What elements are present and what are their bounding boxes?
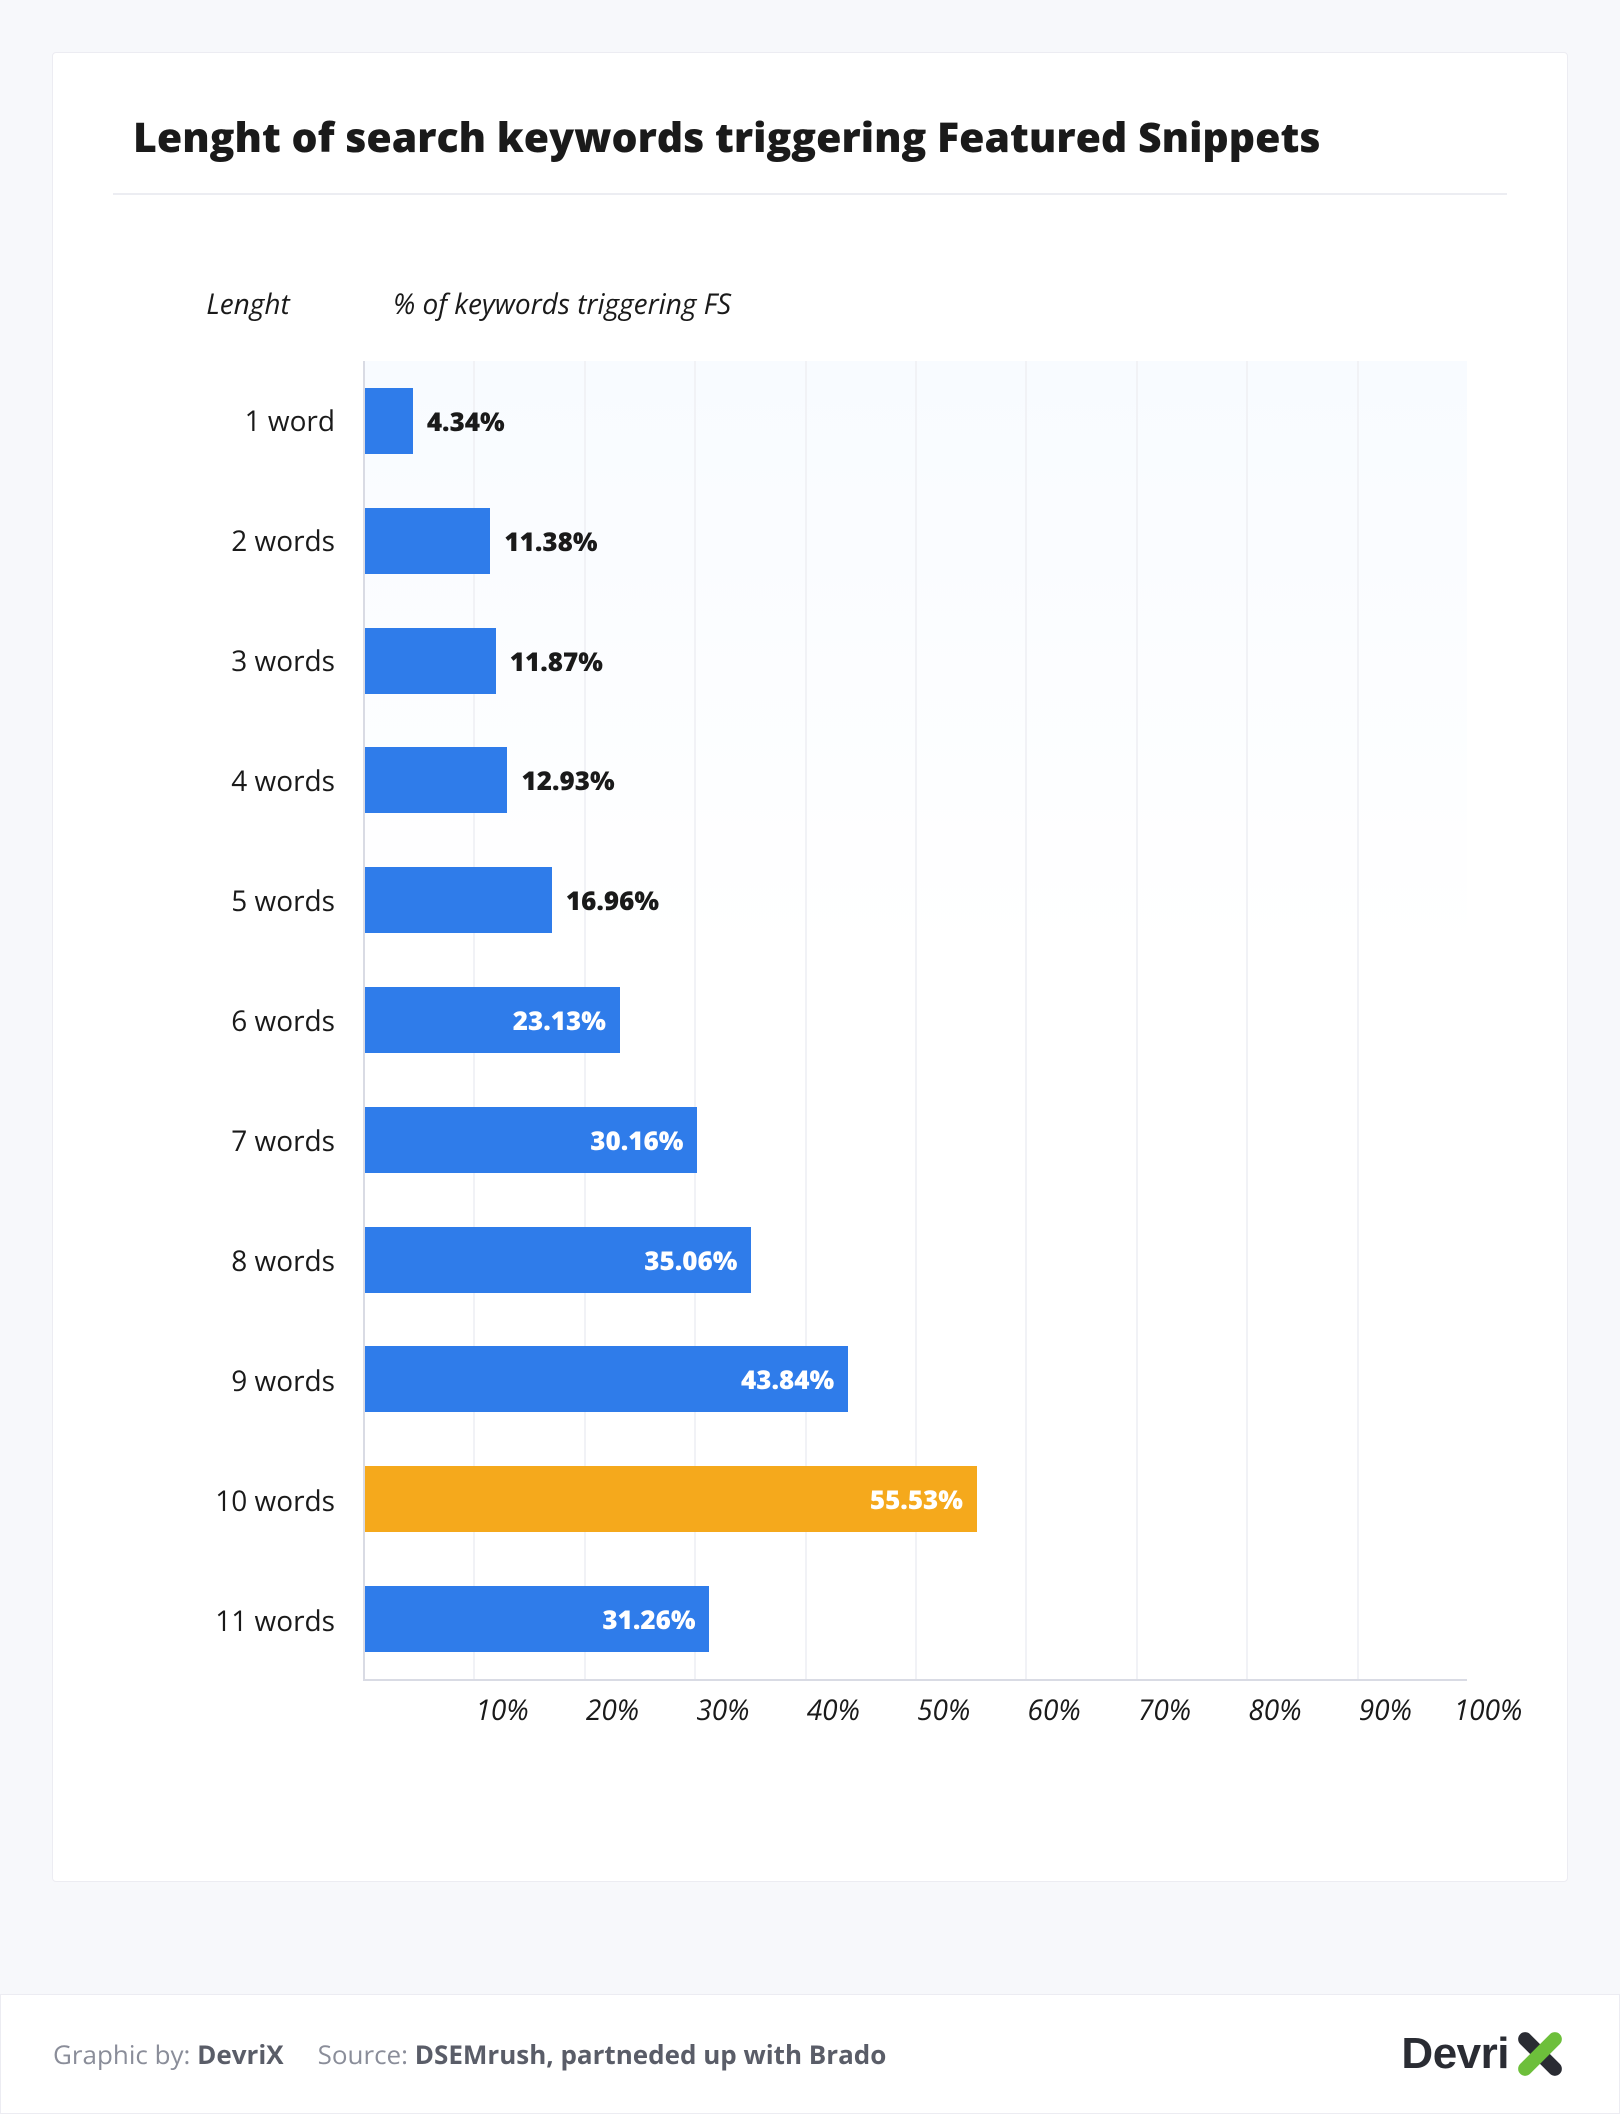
bar: 16.96% bbox=[365, 867, 552, 933]
graphic-by-value: DevriX bbox=[197, 2036, 283, 2072]
chart-wrap: Lenght % of keywords triggering FS 1 wor… bbox=[113, 285, 1507, 1729]
y-label: 8 words bbox=[133, 1201, 363, 1321]
bar: 4.34% bbox=[365, 388, 413, 454]
y-label: 3 words bbox=[133, 601, 363, 721]
bar: 55.53% bbox=[365, 1466, 977, 1532]
footer: Graphic by: DevriX Source: DSEMrush, par… bbox=[0, 1994, 1620, 2114]
source-label: Source: bbox=[318, 2036, 408, 2072]
bar-row: 35.06% bbox=[365, 1200, 1467, 1320]
x-tick: 70% bbox=[1081, 1691, 1191, 1729]
bar-value: 11.87% bbox=[510, 643, 603, 679]
col-header-percent: % of keywords triggering FS bbox=[363, 285, 1467, 323]
chart-title: Lenght of search keywords triggering Fea… bbox=[113, 109, 1507, 165]
y-label: 4 words bbox=[133, 721, 363, 841]
y-label: 10 words bbox=[133, 1441, 363, 1561]
graphic-by-label: Graphic by: bbox=[53, 2036, 190, 2072]
bar-value: 35.06% bbox=[644, 1242, 737, 1278]
x-tick: 50% bbox=[860, 1691, 970, 1729]
y-label: 11 words bbox=[133, 1561, 363, 1681]
plot: 1 word2 words3 words4 words5 words6 word… bbox=[133, 361, 1467, 1681]
bar-row: 23.13% bbox=[365, 960, 1467, 1080]
bar-value: 16.96% bbox=[566, 882, 659, 918]
bar-value: 23.13% bbox=[513, 1002, 606, 1038]
x-axis-labels: 10%20%30%40%50%60%70%80%90%100% bbox=[363, 1691, 1467, 1729]
x-tick: 10% bbox=[418, 1691, 528, 1729]
x-tick: 60% bbox=[970, 1691, 1080, 1729]
bar: 31.26% bbox=[365, 1586, 709, 1652]
y-label: 2 words bbox=[133, 481, 363, 601]
y-label: 7 words bbox=[133, 1081, 363, 1201]
bar: 11.87% bbox=[365, 628, 496, 694]
bar-value: 4.34% bbox=[427, 403, 505, 439]
x-tick: 100% bbox=[1412, 1691, 1522, 1729]
x-tick: 30% bbox=[639, 1691, 749, 1729]
y-label: 6 words bbox=[133, 961, 363, 1081]
title-rule bbox=[113, 193, 1507, 195]
devrix-logo: Devri bbox=[1401, 2027, 1567, 2081]
bar-value: 43.84% bbox=[741, 1361, 834, 1397]
column-headers: Lenght % of keywords triggering FS bbox=[133, 285, 1467, 323]
bar-row: 43.84% bbox=[365, 1320, 1467, 1440]
bar-row: 55.53% bbox=[365, 1439, 1467, 1559]
bar: 30.16% bbox=[365, 1107, 697, 1173]
y-label: 9 words bbox=[133, 1321, 363, 1441]
bar-row: 16.96% bbox=[365, 840, 1467, 960]
y-axis-labels: 1 word2 words3 words4 words5 words6 word… bbox=[133, 361, 363, 1681]
bar: 35.06% bbox=[365, 1227, 751, 1293]
bar-value: 11.38% bbox=[504, 523, 597, 559]
y-label: 1 word bbox=[133, 361, 363, 481]
bar-row: 11.87% bbox=[365, 601, 1467, 721]
bar-row: 12.93% bbox=[365, 720, 1467, 840]
plot-area: 4.34% 11.38% 11.87% 12.93% 16.96% 23.13% 30.16… bbox=[363, 361, 1467, 1681]
bar-row: 30.16% bbox=[365, 1080, 1467, 1200]
chart-card: Lenght of search keywords triggering Fea… bbox=[52, 52, 1568, 1882]
x-tick: 90% bbox=[1301, 1691, 1411, 1729]
bar-row: 31.26% bbox=[365, 1559, 1467, 1679]
col-header-length: Lenght bbox=[133, 285, 363, 323]
x-tick: 20% bbox=[529, 1691, 639, 1729]
logo-x-icon bbox=[1513, 2027, 1567, 2081]
bar: 43.84% bbox=[365, 1346, 848, 1412]
x-tick: 80% bbox=[1191, 1691, 1301, 1729]
bar-row: 11.38% bbox=[365, 481, 1467, 601]
x-tick: 40% bbox=[749, 1691, 859, 1729]
bar-value: 31.26% bbox=[602, 1601, 695, 1637]
bar-value: 12.93% bbox=[521, 762, 614, 798]
bar-value: 30.16% bbox=[590, 1122, 683, 1158]
bar: 11.38% bbox=[365, 508, 490, 574]
logo-text: Devri bbox=[1401, 2029, 1509, 2079]
bar-row: 4.34% bbox=[365, 361, 1467, 481]
bar-value: 55.53% bbox=[870, 1481, 963, 1517]
bars-container: 4.34% 11.38% 11.87% 12.93% 16.96% 23.13% 30.16… bbox=[365, 361, 1467, 1679]
source-value: DSEMrush, partneded up with Brado bbox=[415, 2036, 887, 2072]
bar: 23.13% bbox=[365, 987, 620, 1053]
bar: 12.93% bbox=[365, 747, 507, 813]
y-label: 5 words bbox=[133, 841, 363, 961]
